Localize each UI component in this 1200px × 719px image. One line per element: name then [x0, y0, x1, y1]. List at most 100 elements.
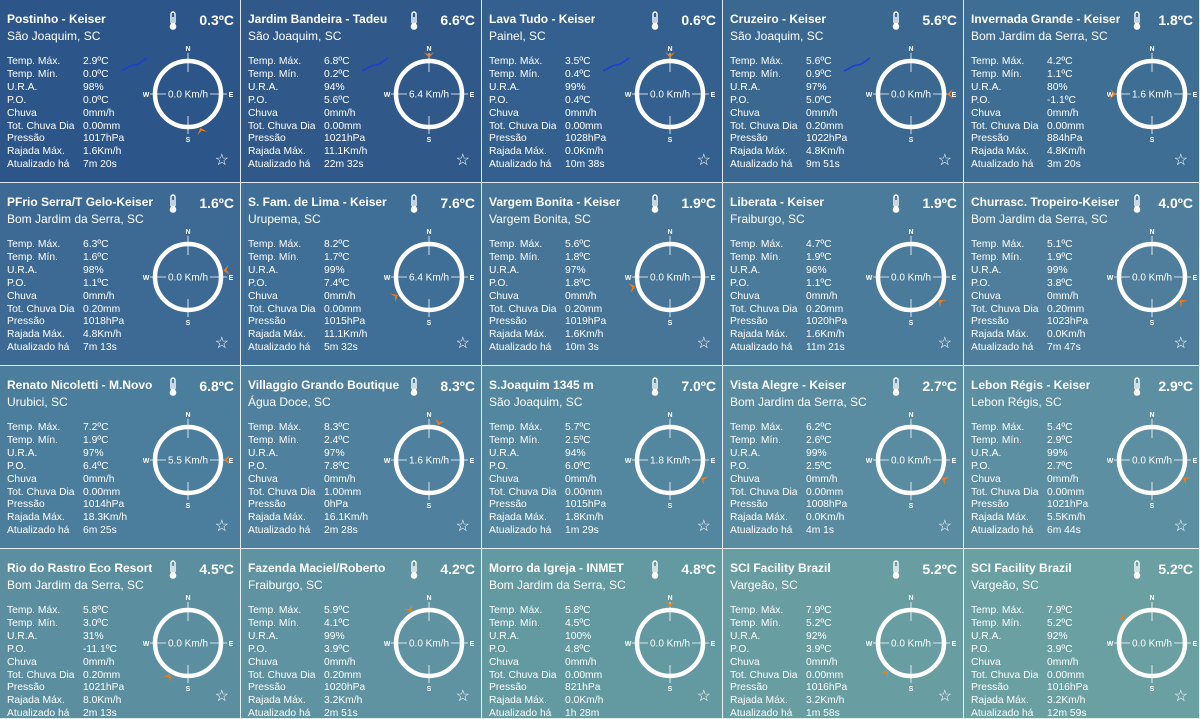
favorite-star-icon[interactable]: ☆ [455, 688, 470, 705]
compass-w-label: W [384, 275, 391, 282]
stat-rain-rate: Chuva 0mm/h [730, 290, 838, 302]
station-card[interactable]: Fazenda Maciel/Roberto Fraiburgo, SC 4.2… [241, 549, 482, 719]
station-card[interactable]: Rio do Rastro Eco Resort Bom Jardim da S… [0, 549, 241, 719]
favorite-star-icon[interactable]: ☆ [455, 518, 470, 535]
stat-max-gust: Rajada Máx. 0.0Km/h [730, 512, 845, 524]
stat-pressure: Pressão 1018hPa [7, 316, 125, 328]
station-name[interactable]: Renato Nicoletti - M.Novo [7, 378, 153, 392]
station-name[interactable]: S. Fam. de Lima - Keiser [248, 195, 387, 209]
wind-speed: 1.6 Km/h [1132, 90, 1172, 101]
station-name[interactable]: Churrasc. Tropeiro-Keiser [971, 195, 1120, 209]
station-card[interactable]: S. Fam. de Lima - Keiser Urupema, SC 7.6… [241, 183, 482, 366]
station-card[interactable]: Postinho - Keiser São Joaquim, SC 0.3ºC … [0, 0, 241, 183]
favorite-star-icon[interactable]: ☆ [696, 518, 711, 535]
station-card[interactable]: Jardim Bandeira - Tadeu São Joaquim, SC … [241, 0, 482, 183]
station-card[interactable]: S.Joaquim 1345 m São Joaquim, SC 7.0ºC T… [482, 366, 723, 549]
stat-temp-min: Temp. Mín. 5.2ºC [971, 617, 1073, 629]
station-card[interactable]: Vargem Bonita - Keiser Vargem Bonita, SC… [482, 183, 723, 366]
station-name[interactable]: Lava Tudo - Keiser [489, 12, 596, 26]
compass-w-label: W [143, 458, 150, 465]
station-name[interactable]: Morro da Igreja - INMET [489, 561, 624, 575]
stat-max-gust: Rajada Máx. 0.0Km/h [971, 329, 1086, 341]
station-name[interactable]: SCI Facility Brazil [730, 561, 831, 575]
station-card[interactable]: Villaggio Grando Boutique Água Doce, SC … [241, 366, 482, 549]
station-card[interactable]: Lebon Régis - Keiser Lebon Régis, SC 2.9… [964, 366, 1200, 549]
current-temperature: 5.6ºC [922, 12, 957, 28]
favorite-star-icon[interactable]: ☆ [696, 335, 711, 352]
favorite-star-icon[interactable]: ☆ [937, 518, 952, 535]
stat-humidity: U.R.A. 99% [248, 264, 345, 276]
station-name[interactable]: Rio do Rastro Eco Resort [7, 561, 153, 575]
favorite-star-icon[interactable]: ☆ [696, 688, 711, 705]
favorite-star-icon[interactable]: ☆ [214, 152, 229, 169]
compass-s-label: S [186, 503, 191, 509]
stat-dew-point: P.O. 4.8ºC [489, 643, 591, 655]
station-city: Fraiburgo, SC [248, 578, 323, 592]
favorite-star-icon[interactable]: ☆ [1173, 335, 1188, 352]
stat-temp-min: Temp. Mín. 2.4ºC [248, 434, 350, 446]
station-card[interactable]: Lava Tudo - Keiser Painel, SC 0.6ºC Temp… [482, 0, 723, 183]
compass-n-label: N [667, 229, 672, 236]
station-card[interactable]: Vista Alegre - Keiser Bom Jardim da Serr… [723, 366, 964, 549]
station-name[interactable]: Jardim Bandeira - Tadeu [248, 12, 388, 26]
stat-rain-total: Tot. Chuva Dia 0.00mm [730, 669, 844, 681]
favorite-star-icon[interactable]: ☆ [214, 335, 229, 352]
wind-speed: 0.0 Km/h [409, 639, 449, 650]
station-card[interactable]: Morro da Igreja - INMET Bom Jardim da Se… [482, 549, 723, 719]
favorite-star-icon[interactable]: ☆ [455, 152, 470, 169]
stat-humidity: U.R.A. 31% [7, 630, 104, 642]
station-name[interactable]: SCI Facility Brazil [971, 561, 1072, 575]
favorite-star-icon[interactable]: ☆ [937, 335, 952, 352]
thermometer-icon [892, 11, 900, 30]
station-name[interactable]: Villaggio Grando Boutique [248, 378, 400, 392]
station-card[interactable]: Invernada Grande - Keiser Bom Jardim da … [964, 0, 1200, 183]
favorite-star-icon[interactable]: ☆ [455, 335, 470, 352]
favorite-star-icon[interactable]: ☆ [214, 518, 229, 535]
station-name[interactable]: Lebon Régis - Keiser [971, 378, 1091, 392]
favorite-star-icon[interactable]: ☆ [1173, 152, 1188, 169]
station-name[interactable]: S.Joaquim 1345 m [489, 378, 594, 392]
current-temperature: 1.9ºC [922, 195, 957, 211]
stat-max-gust: Rajada Máx. 11.1Km/h [248, 329, 368, 341]
wind-direction-arrow [224, 455, 230, 465]
station-card[interactable]: Churrasc. Tropeiro-Keiser Bom Jardim da … [964, 183, 1200, 366]
station-name[interactable]: Fazenda Maciel/Roberto [248, 561, 386, 575]
station-card[interactable]: Renato Nicoletti - M.Novo Urubici, SC 6.… [0, 366, 241, 549]
station-stats: Temp. Máx. 8.3ºC Temp. Mín. 2.4ºC U.R.A. 97… [248, 422, 368, 538]
wind-direction-arrow [424, 52, 434, 58]
stat-updated: Atualizado há 12m 59s [971, 708, 1087, 719]
station-name[interactable]: Invernada Grande - Keiser [971, 12, 1121, 26]
stat-pressure: Pressão 1017hPa [7, 133, 125, 145]
stat-temp-max: Temp. Máx. 7.2ºC [7, 422, 109, 433]
station-city: Lebon Régis, SC [971, 395, 1062, 409]
wind-compass-icon: N S E W 1.6 Km/h [1107, 46, 1198, 143]
stat-pressure: Pressão 884hPa [971, 133, 1083, 145]
station-name[interactable]: Vargem Bonita - Keiser [489, 195, 621, 209]
compass-e-label: E [952, 275, 957, 282]
favorite-star-icon[interactable]: ☆ [696, 152, 711, 169]
wind-speed: 0.0 Km/h [891, 90, 931, 101]
station-card[interactable]: PFrio Serra/T Gelo-Keiser Bom Jardim da … [0, 183, 241, 366]
favorite-star-icon[interactable]: ☆ [937, 688, 952, 705]
station-name[interactable]: Cruzeiro - Keiser [730, 12, 827, 26]
station-name[interactable]: Liberata - Keiser [730, 195, 825, 209]
compass-w-label: W [866, 92, 873, 99]
stat-max-gust: Rajada Máx. 1.8Km/h [489, 512, 604, 524]
station-card[interactable]: SCI Facility Brazil Vargeão, SC 5.2ºC Te… [723, 549, 964, 719]
station-card[interactable]: SCI Facility Brazil Vargeão, SC 5.2ºC Te… [964, 549, 1200, 719]
station-name[interactable]: Postinho - Keiser [7, 12, 106, 26]
station-card[interactable]: Cruzeiro - Keiser São Joaquim, SC 5.6ºC … [723, 0, 964, 183]
compass-n-label: N [426, 595, 431, 602]
station-name[interactable]: Vista Alegre - Keiser [730, 378, 847, 392]
compass-e-label: E [1193, 275, 1198, 282]
favorite-star-icon[interactable]: ☆ [214, 688, 229, 705]
favorite-star-icon[interactable]: ☆ [1173, 518, 1188, 535]
favorite-star-icon[interactable]: ☆ [1173, 688, 1188, 705]
stat-temp-min: Temp. Mín. 1.9ºC [730, 251, 832, 263]
compass-e-label: E [711, 92, 716, 99]
station-card[interactable]: Liberata - Keiser Fraiburgo, SC 1.9ºC Te… [723, 183, 964, 366]
stat-rain-rate: Chuva 0mm/h [971, 473, 1079, 485]
favorite-star-icon[interactable]: ☆ [937, 152, 952, 169]
compass-w-label: W [1107, 458, 1114, 465]
station-name[interactable]: PFrio Serra/T Gelo-Keiser [7, 195, 154, 209]
